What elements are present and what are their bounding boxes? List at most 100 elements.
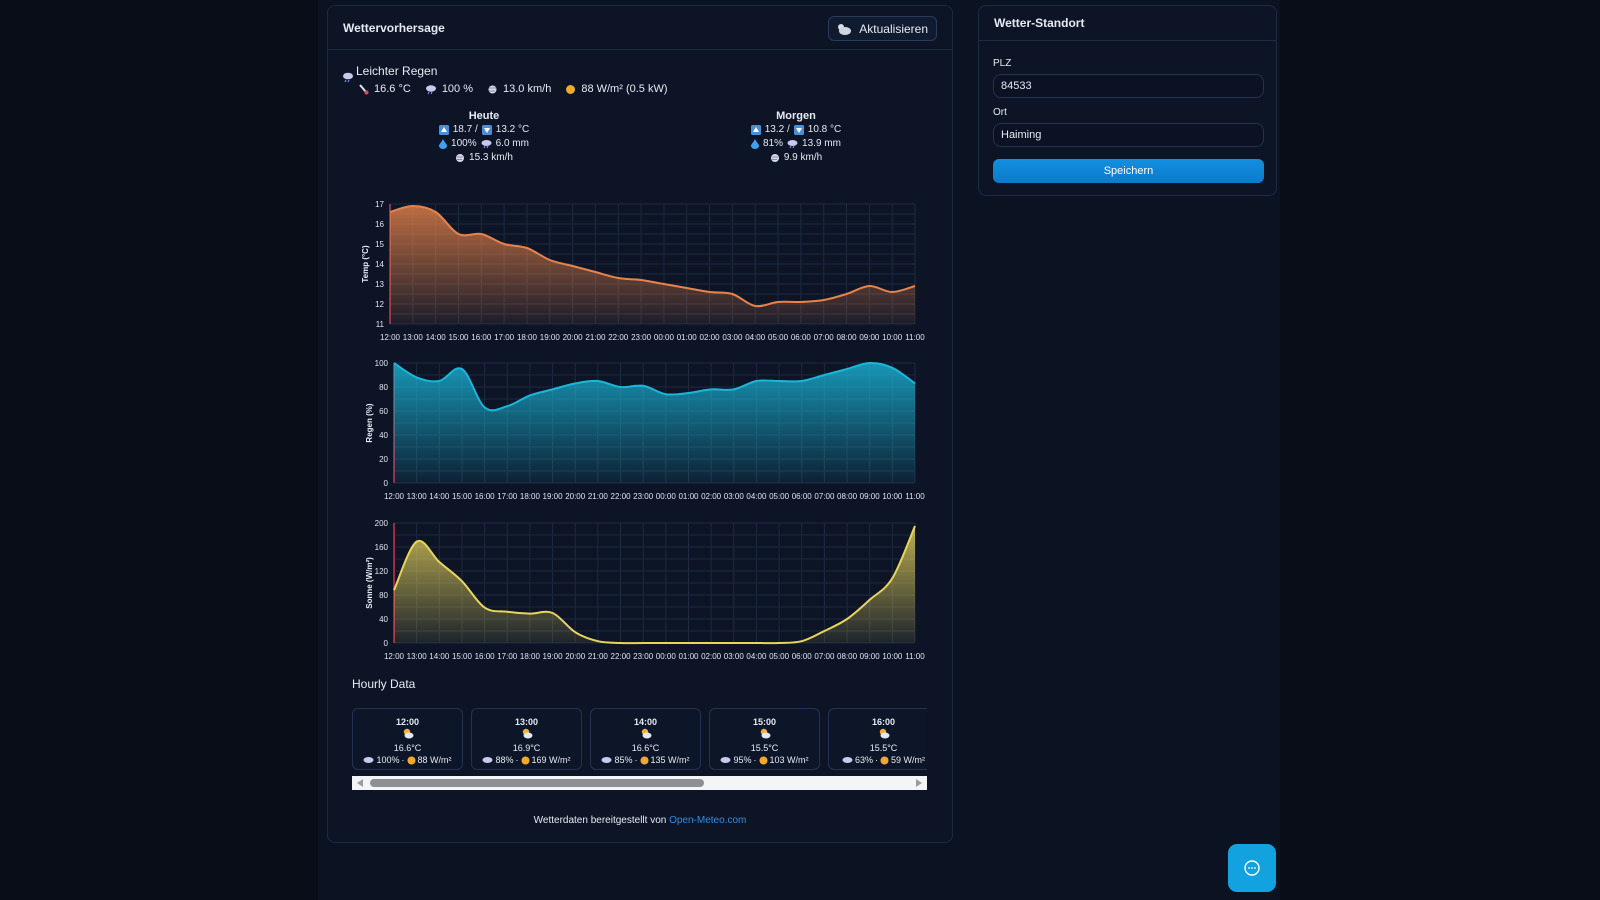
data-point[interactable] [639, 278, 643, 282]
data-point[interactable] [754, 641, 758, 645]
data-point[interactable] [662, 282, 666, 286]
data-point[interactable] [616, 276, 620, 280]
data-point[interactable] [415, 375, 419, 379]
data-point[interactable] [392, 588, 396, 592]
data-point[interactable] [596, 639, 600, 643]
data-point[interactable] [685, 286, 689, 290]
x-tick-label: 07:00 [814, 333, 835, 342]
scroll-left-arrow-icon[interactable] [357, 779, 363, 787]
scroll-thumb[interactable] [370, 779, 704, 787]
data-point[interactable] [664, 392, 668, 396]
data-point[interactable] [596, 379, 600, 383]
data-point[interactable] [867, 284, 871, 288]
hourly-card[interactable]: 15:00 15.5°C 95% · 103 W/m² [709, 708, 820, 770]
x-tick-label: 02:00 [701, 492, 722, 501]
data-point[interactable] [593, 270, 597, 274]
temp-min-icon [481, 125, 492, 135]
data-point[interactable] [868, 361, 872, 365]
data-point[interactable] [456, 232, 460, 236]
x-tick-label: 05:00 [769, 652, 790, 661]
data-point[interactable] [619, 385, 623, 389]
data-point[interactable] [505, 610, 509, 614]
scroll-right-arrow-icon[interactable] [916, 779, 922, 787]
refresh-button[interactable]: Aktualisieren [828, 16, 937, 41]
data-point[interactable] [460, 367, 464, 371]
data-point[interactable] [913, 381, 917, 385]
data-point[interactable] [551, 611, 555, 615]
data-point[interactable] [641, 384, 645, 388]
data-point[interactable] [686, 641, 690, 645]
data-point[interactable] [664, 641, 668, 645]
data-point[interactable] [571, 264, 575, 268]
data-point[interactable] [730, 292, 734, 296]
data-point[interactable] [800, 639, 804, 643]
data-point[interactable] [732, 387, 736, 391]
data-point[interactable] [502, 242, 506, 246]
horizontal-scrollbar[interactable] [352, 776, 927, 790]
data-point[interactable] [525, 246, 529, 250]
wind-icon [456, 154, 465, 162]
y-axis-label: Temp (°C) [361, 245, 370, 283]
data-point[interactable] [777, 641, 781, 645]
data-point[interactable] [776, 300, 780, 304]
data-point[interactable] [388, 210, 392, 214]
data-point[interactable] [845, 292, 849, 296]
data-point[interactable] [411, 204, 415, 208]
hourly-card[interactable]: 12:00 16.6°C 100% · 88 W/m² [352, 708, 463, 770]
data-point[interactable] [483, 405, 487, 409]
data-point[interactable] [551, 387, 555, 391]
y-tick-label: 100 [375, 359, 389, 368]
data-point[interactable] [708, 290, 712, 294]
data-point[interactable] [548, 258, 552, 262]
chat-button[interactable] [1228, 844, 1276, 892]
hourly-card[interactable]: 16:00 15.5°C 63% · 59 W/m² [828, 708, 927, 770]
data-point[interactable] [573, 381, 577, 385]
data-point[interactable] [641, 641, 645, 645]
hourly-card[interactable]: 13:00 16.9°C 88% · 169 W/m² [471, 708, 582, 770]
open-meteo-link[interactable]: Open-Meteo.com [669, 815, 747, 826]
data-point[interactable] [392, 361, 396, 365]
data-point[interactable] [800, 379, 804, 383]
data-point[interactable] [890, 290, 894, 294]
x-tick-label: 23:00 [633, 492, 654, 501]
data-point[interactable] [619, 641, 623, 645]
data-point[interactable] [799, 300, 803, 304]
data-point[interactable] [822, 298, 826, 302]
data-point[interactable] [686, 391, 690, 395]
data-point[interactable] [573, 630, 577, 634]
data-point[interactable] [528, 612, 532, 616]
data-point[interactable] [913, 524, 917, 528]
ort-input[interactable] [993, 123, 1264, 147]
data-point[interactable] [777, 379, 781, 383]
data-point[interactable] [822, 629, 826, 633]
data-point[interactable] [505, 404, 509, 408]
data-point[interactable] [528, 393, 532, 397]
data-point[interactable] [753, 304, 757, 308]
data-point[interactable] [913, 284, 917, 288]
data-point[interactable] [479, 232, 483, 236]
data-point[interactable] [868, 598, 872, 602]
rain-cloud-icon [787, 140, 798, 149]
data-point[interactable] [822, 373, 826, 377]
hourly-card[interactable]: 14:00 16.6°C 85% · 135 W/m² [590, 708, 701, 770]
data-point[interactable] [890, 576, 894, 580]
data-point[interactable] [890, 366, 894, 370]
hourly-strip[interactable]: 12:00 16.6°C 100% · 88 W/m² 13:00 16.9°C 88% · 16… [352, 708, 927, 774]
data-point[interactable] [709, 641, 713, 645]
data-point[interactable] [845, 617, 849, 621]
data-point[interactable] [437, 379, 441, 383]
data-point[interactable] [709, 387, 713, 391]
save-button[interactable]: Speichern [993, 159, 1264, 183]
separator: · [875, 755, 878, 765]
data-point[interactable] [437, 560, 441, 564]
data-point[interactable] [732, 641, 736, 645]
data-point[interactable] [845, 367, 849, 371]
data-point[interactable] [483, 606, 487, 610]
separator: · [401, 755, 405, 765]
data-point[interactable] [754, 379, 758, 383]
data-point[interactable] [415, 540, 419, 544]
data-point[interactable] [434, 210, 438, 214]
plz-input[interactable] [993, 74, 1264, 98]
data-point[interactable] [460, 579, 464, 583]
